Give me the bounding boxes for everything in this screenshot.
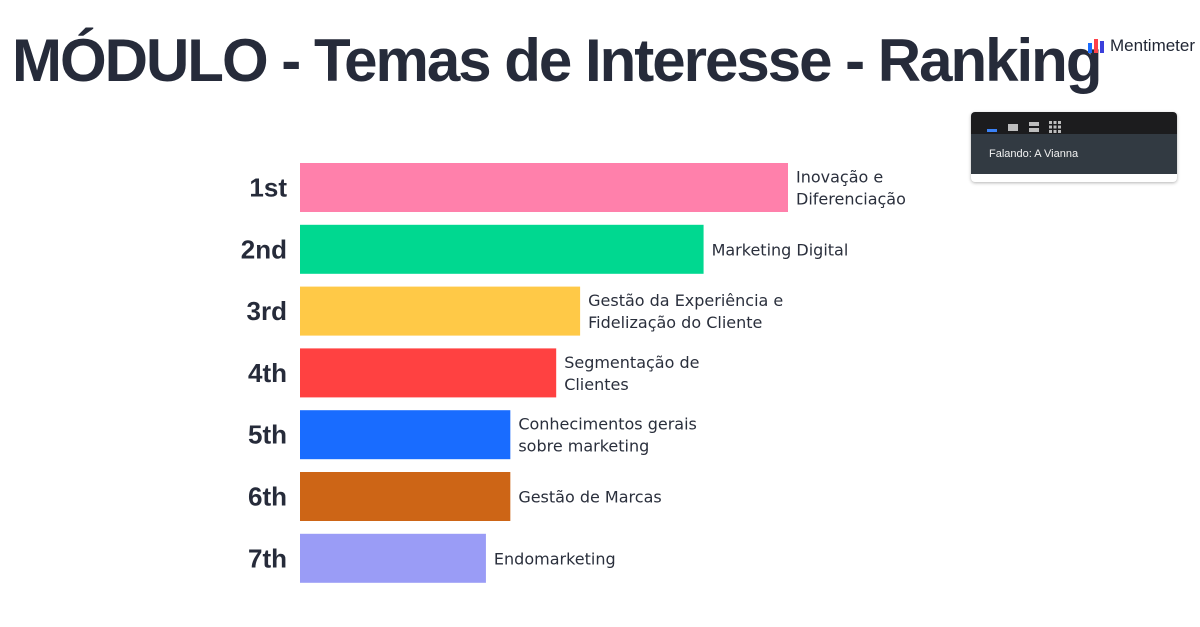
bar	[300, 286, 581, 336]
rank-label: 5th	[248, 420, 287, 450]
single-bar-icon[interactable]	[986, 118, 998, 137]
rank-label: 2nd	[241, 234, 287, 264]
bar-label-line: Clientes	[564, 375, 629, 394]
grid-icon[interactable]	[1049, 118, 1061, 137]
bar	[300, 472, 511, 521]
bar-label-line: Diferenciação	[796, 190, 906, 209]
rank-label: 3rd	[247, 296, 287, 326]
bar-label-line: Endomarketing	[494, 549, 616, 568]
bar-label: Gestão de Marcas	[518, 488, 661, 507]
rank-label: 4th	[248, 358, 287, 388]
bar-label-line: sobre marketing	[518, 437, 649, 456]
bar-label-line: Gestão da Experiência e	[588, 291, 783, 310]
mentimeter-logo-icon	[1088, 39, 1104, 53]
bar-label: Marketing Digital	[712, 240, 849, 259]
bar-label: Conhecimentos gerais sobre marketing	[518, 415, 697, 456]
single-tile-icon[interactable]	[1007, 118, 1019, 137]
rank-label: 6th	[248, 482, 287, 512]
rank-label: 1st	[249, 173, 287, 203]
bar	[300, 224, 704, 274]
bar-label-line: Marketing Digital	[712, 240, 849, 259]
bar-label: Endomarketing	[494, 549, 616, 568]
bar-label-line: Gestão de Marcas	[518, 488, 661, 507]
bar-label-line: Segmentação de	[564, 353, 699, 372]
brand-logo: Mentimeter	[1088, 36, 1195, 56]
brand-name: Mentimeter	[1110, 36, 1196, 55]
rank-label: 7th	[248, 543, 287, 573]
bar	[300, 533, 486, 583]
bar-label: Gestão da Experiência e Fidelização do Cl…	[588, 291, 783, 332]
bar-label-line: Conhecimentos gerais	[518, 415, 697, 434]
bar	[300, 348, 557, 398]
page-title: MÓDULO - Temas de Interesse - Ranking	[12, 27, 1102, 94]
bar-label-line: Fidelização do Cliente	[588, 313, 762, 332]
bar-label: Segmentação de Clientes	[564, 353, 699, 394]
two-rows-icon[interactable]	[1028, 118, 1040, 137]
speaker-name: Falando: A Vianna	[971, 134, 1177, 174]
speaker-panel: Falando: A Vianna	[971, 112, 1177, 182]
bar-label-line: Inovação e	[796, 168, 883, 187]
bar	[300, 410, 511, 460]
bar-label: Inovação e Diferenciação	[796, 168, 906, 209]
bar	[300, 163, 788, 212]
